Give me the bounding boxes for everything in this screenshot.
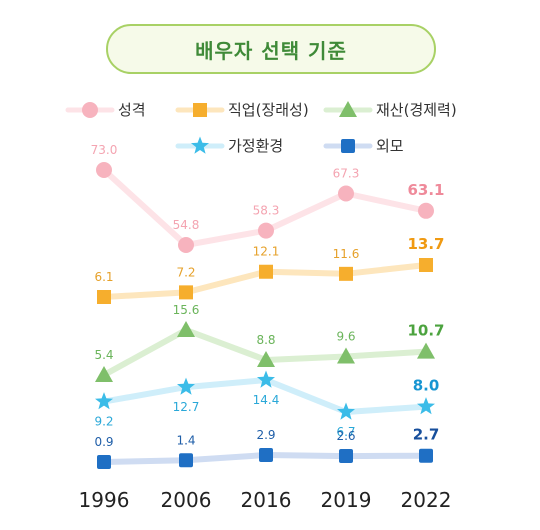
data-label-성격-2006: 54.8 — [173, 218, 200, 232]
data-point-재산경제력-2022 — [417, 342, 435, 359]
data-point-성격-2022 — [418, 202, 434, 219]
data-label-재산경제력-2016: 8.8 — [256, 333, 275, 347]
data-label-재산경제력-2019: 9.6 — [336, 329, 355, 343]
legend-marker-가정환경 — [191, 136, 209, 154]
data-label-가정환경-2022: 8.0 — [413, 377, 440, 395]
data-label-외모-1996: 0.9 — [94, 435, 113, 449]
legend-label-가정환경: 가정환경 — [228, 137, 283, 155]
data-label-직업장래성-2016: 12.1 — [253, 245, 280, 259]
legend-label-외모: 외모 — [376, 137, 404, 155]
data-point-외모-2016 — [259, 448, 273, 462]
legend-label-성격: 성격 — [118, 101, 146, 119]
x-tick-label-2019: 2019 — [321, 488, 372, 512]
data-point-성격-2016 — [258, 222, 274, 239]
data-label-가정환경-1996: 9.2 — [94, 415, 113, 429]
legend-label-직업장래성: 직업(장래성) — [228, 101, 309, 119]
data-point-직업장래성-2016 — [259, 264, 273, 279]
data-label-재산경제력-2006: 15.6 — [173, 303, 200, 317]
data-label-가정환경-2019: 6.7 — [336, 425, 355, 439]
data-point-가정환경-1996 — [95, 392, 113, 410]
data-label-외모-2006: 1.4 — [176, 433, 195, 447]
data-label-직업장래성-2019: 11.6 — [333, 247, 360, 261]
title-pill: 배우자 선택 기준 — [106, 24, 436, 74]
data-point-재산경제력-2016 — [257, 351, 275, 367]
data-point-직업장래성-2022 — [419, 258, 433, 272]
data-point-가정환경-2016 — [257, 370, 275, 388]
data-label-외모-2016: 2.9 — [256, 428, 275, 442]
data-label-재산경제력-1996: 5.4 — [94, 348, 113, 362]
data-label-성격-2022: 63.1 — [407, 181, 444, 199]
data-point-성격-2006 — [178, 237, 194, 253]
data-point-외모-2006 — [179, 453, 193, 468]
data-label-외모-2022: 2.7 — [413, 426, 440, 444]
data-label-성격-1996: 73.0 — [91, 143, 118, 157]
data-point-성격-1996 — [96, 162, 112, 178]
legend-label-재산경제력: 재산(경제력) — [376, 101, 457, 119]
data-point-가정환경-2006 — [177, 377, 195, 395]
data-label-외모-2019: 2.6 — [336, 429, 355, 443]
data-label-성격-2016: 58.3 — [253, 204, 280, 218]
chart-title: 배우자 선택 기준 — [195, 38, 347, 63]
data-point-직업장래성-2019 — [339, 266, 353, 281]
x-tick-label-2022: 2022 — [401, 488, 452, 512]
data-point-외모-2022 — [419, 448, 433, 463]
legend-marker-성격 — [82, 102, 98, 118]
x-tick-label-1996: 1996 — [79, 488, 130, 512]
data-point-재산경제력-2006 — [177, 321, 195, 337]
data-label-가정환경-2006: 12.7 — [173, 400, 200, 414]
data-point-가정환경-2022 — [417, 397, 435, 415]
data-point-외모-2019 — [339, 449, 353, 464]
legend-marker-재산경제력 — [339, 101, 357, 117]
data-label-직업장래성-2006: 7.2 — [176, 265, 195, 279]
data-label-직업장래성-2022: 13.7 — [407, 235, 444, 253]
data-label-가정환경-2016: 14.4 — [253, 393, 280, 407]
data-label-성격-2019: 67.3 — [333, 166, 360, 180]
data-point-외모-1996 — [97, 455, 111, 469]
legend-marker-외모 — [341, 139, 355, 153]
data-label-재산경제력-2022: 10.7 — [407, 322, 444, 340]
data-point-재산경제력-2019 — [337, 347, 355, 364]
data-point-직업장래성-2006 — [179, 285, 193, 300]
data-label-직업장래성-1996: 6.1 — [94, 270, 113, 284]
data-point-가정환경-2019 — [337, 402, 355, 420]
data-point-성격-2019 — [338, 185, 354, 202]
data-point-직업장래성-1996 — [97, 290, 111, 304]
legend-marker-직업장래성 — [193, 103, 207, 117]
x-tick-label-2016: 2016 — [241, 488, 292, 512]
data-point-재산경제력-1996 — [95, 366, 113, 382]
x-tick-label-2006: 2006 — [161, 488, 212, 512]
